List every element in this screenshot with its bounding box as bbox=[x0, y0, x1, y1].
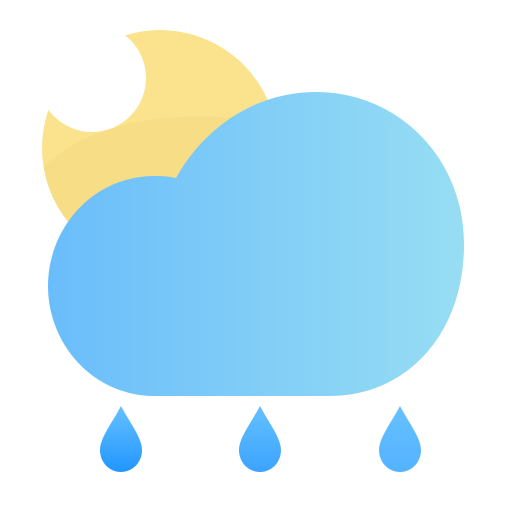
raindrop-icon bbox=[239, 406, 281, 472]
cloud-icon bbox=[48, 92, 464, 396]
raindrops bbox=[100, 406, 421, 472]
raindrop-icon bbox=[100, 406, 142, 472]
raindrop-icon bbox=[379, 406, 421, 472]
